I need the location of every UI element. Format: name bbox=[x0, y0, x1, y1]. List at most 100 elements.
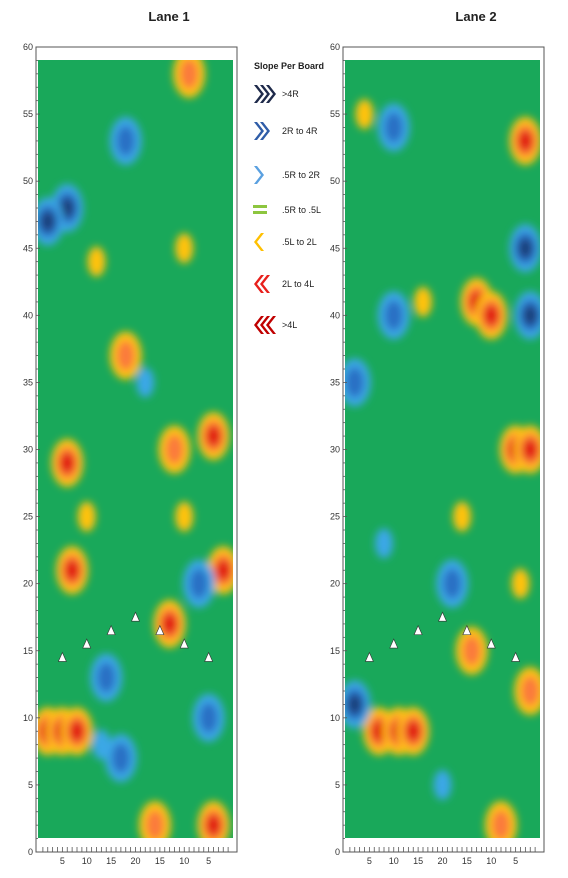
heat-spot bbox=[70, 721, 84, 742]
lane2-chart: 0 5 10 15 20 25 30 35 40 45 50 55 60 5 10 15 20 15 10 5 bbox=[330, 42, 545, 866]
heat-spot bbox=[175, 501, 194, 532]
legend-chevron-right-2-icon bbox=[254, 122, 270, 140]
board-arrow bbox=[364, 651, 374, 662]
y-tick-label: 50 bbox=[23, 176, 33, 186]
board-arrow bbox=[413, 624, 423, 635]
heat-spot bbox=[521, 676, 540, 706]
board-arrow bbox=[82, 638, 92, 649]
y-tick-label: 35 bbox=[330, 377, 340, 387]
legend-chevron-right-3-icon bbox=[254, 85, 276, 103]
x-tick-label: 5 bbox=[60, 856, 65, 866]
legend-chevron-left-3-icon bbox=[254, 316, 276, 334]
legend-chevron-left-1-icon bbox=[254, 233, 264, 251]
legend-item: .5L to 2L bbox=[254, 233, 317, 251]
heat-spot bbox=[384, 300, 403, 331]
heat-spot bbox=[518, 238, 533, 259]
x-tick-label: 10 bbox=[486, 856, 496, 866]
y-tick-label: 15 bbox=[330, 646, 340, 656]
y-tick-label: 20 bbox=[23, 579, 33, 589]
board-arrow bbox=[389, 638, 399, 649]
heat-spot bbox=[40, 211, 55, 232]
lane1-chart: 0 5 10 15 20 25 30 35 40 45 50 55 60 5 10 15 20 15 10 5 bbox=[23, 42, 238, 866]
y-tick-label: 30 bbox=[23, 445, 33, 455]
heat-spot bbox=[484, 305, 499, 326]
y-tick-label: 60 bbox=[23, 42, 33, 52]
y-tick-label: 5 bbox=[335, 780, 340, 790]
heat-spot bbox=[206, 426, 221, 447]
lane1-title: Lane 1 bbox=[148, 9, 190, 24]
board-arrow bbox=[106, 624, 116, 635]
y-tick-label: 45 bbox=[23, 243, 33, 253]
legend-label: 2R to 4R bbox=[282, 126, 318, 136]
x-tick-label: 10 bbox=[179, 856, 189, 866]
legend-item: >4L bbox=[254, 316, 297, 334]
legend-label: >4R bbox=[282, 89, 299, 99]
lane2-title: Lane 2 bbox=[455, 9, 497, 24]
board-arrow bbox=[179, 638, 189, 649]
x-tick-label: 5 bbox=[513, 856, 518, 866]
legend-item: 2R to 4R bbox=[254, 122, 318, 140]
x-tick-label: 20 bbox=[437, 856, 447, 866]
y-tick-label: 10 bbox=[330, 713, 340, 723]
board-arrow bbox=[155, 624, 165, 635]
board-arrow bbox=[131, 611, 140, 622]
y-tick-label: 5 bbox=[28, 780, 33, 790]
heat-spot bbox=[162, 613, 177, 634]
board-arrow bbox=[57, 651, 67, 662]
y-tick-label: 25 bbox=[330, 512, 340, 522]
y-tick-label: 10 bbox=[23, 713, 33, 723]
heat-spot bbox=[345, 367, 364, 398]
heat-spot bbox=[175, 233, 194, 264]
heat-spot bbox=[347, 694, 362, 715]
y-tick-label: 25 bbox=[23, 512, 33, 522]
legend-item: .5R to 2R bbox=[254, 166, 321, 184]
y-tick-label: 0 bbox=[335, 847, 340, 857]
heat-spot bbox=[453, 501, 471, 532]
legend-chevron-right-1-icon bbox=[254, 166, 264, 184]
x-tick-label: 10 bbox=[389, 856, 399, 866]
heat-spot bbox=[406, 721, 421, 742]
heat-spot bbox=[116, 340, 135, 371]
x-tick-label: 15 bbox=[106, 856, 116, 866]
legend-item: >4R bbox=[254, 85, 299, 103]
x-tick-label: 5 bbox=[206, 856, 211, 866]
heat-spot bbox=[355, 99, 374, 130]
heat-spot bbox=[518, 130, 533, 151]
heat-spot bbox=[199, 702, 218, 733]
heat-spot bbox=[60, 452, 75, 473]
y-tick-label: 60 bbox=[330, 42, 340, 52]
x-tick-label: 20 bbox=[130, 856, 140, 866]
board-arrow bbox=[511, 651, 521, 662]
legend-label: .5R to .5L bbox=[282, 205, 321, 215]
x-tick-label: 15 bbox=[462, 856, 472, 866]
legend-item: 2L to 4L bbox=[254, 275, 314, 293]
heat-spot bbox=[60, 198, 75, 218]
y-tick-label: 50 bbox=[330, 176, 340, 186]
heat-spot bbox=[65, 560, 80, 581]
heat-spot bbox=[97, 662, 116, 693]
heat-spot bbox=[146, 810, 164, 838]
legend-chevron-left-2-icon bbox=[254, 275, 270, 293]
y-tick-label: 35 bbox=[23, 377, 33, 387]
heat-spot bbox=[372, 721, 387, 742]
legend: Slope Per Board >4R 2R to 4R .5R to 2R .5R t… bbox=[253, 61, 324, 334]
heat-spot bbox=[492, 810, 510, 838]
board-arrow bbox=[462, 624, 472, 635]
heatmap-field bbox=[345, 60, 540, 838]
y-tick-label: 40 bbox=[23, 310, 33, 320]
heat-spot bbox=[216, 560, 231, 581]
heat-spot bbox=[92, 729, 111, 760]
heat-spot bbox=[165, 434, 184, 465]
x-tick-label: 15 bbox=[155, 856, 165, 866]
y-tick-label: 45 bbox=[330, 243, 340, 253]
heat-spot bbox=[111, 743, 130, 774]
heat-spot bbox=[206, 815, 221, 836]
x-tick-label: 15 bbox=[413, 856, 423, 866]
heat-spot bbox=[87, 246, 106, 277]
legend-label: >4L bbox=[282, 320, 297, 330]
y-tick-label: 55 bbox=[330, 109, 340, 119]
legend-bars-icon bbox=[253, 205, 267, 214]
legend-label: .5L to 2L bbox=[282, 237, 317, 247]
y-tick-label: 40 bbox=[330, 310, 340, 320]
